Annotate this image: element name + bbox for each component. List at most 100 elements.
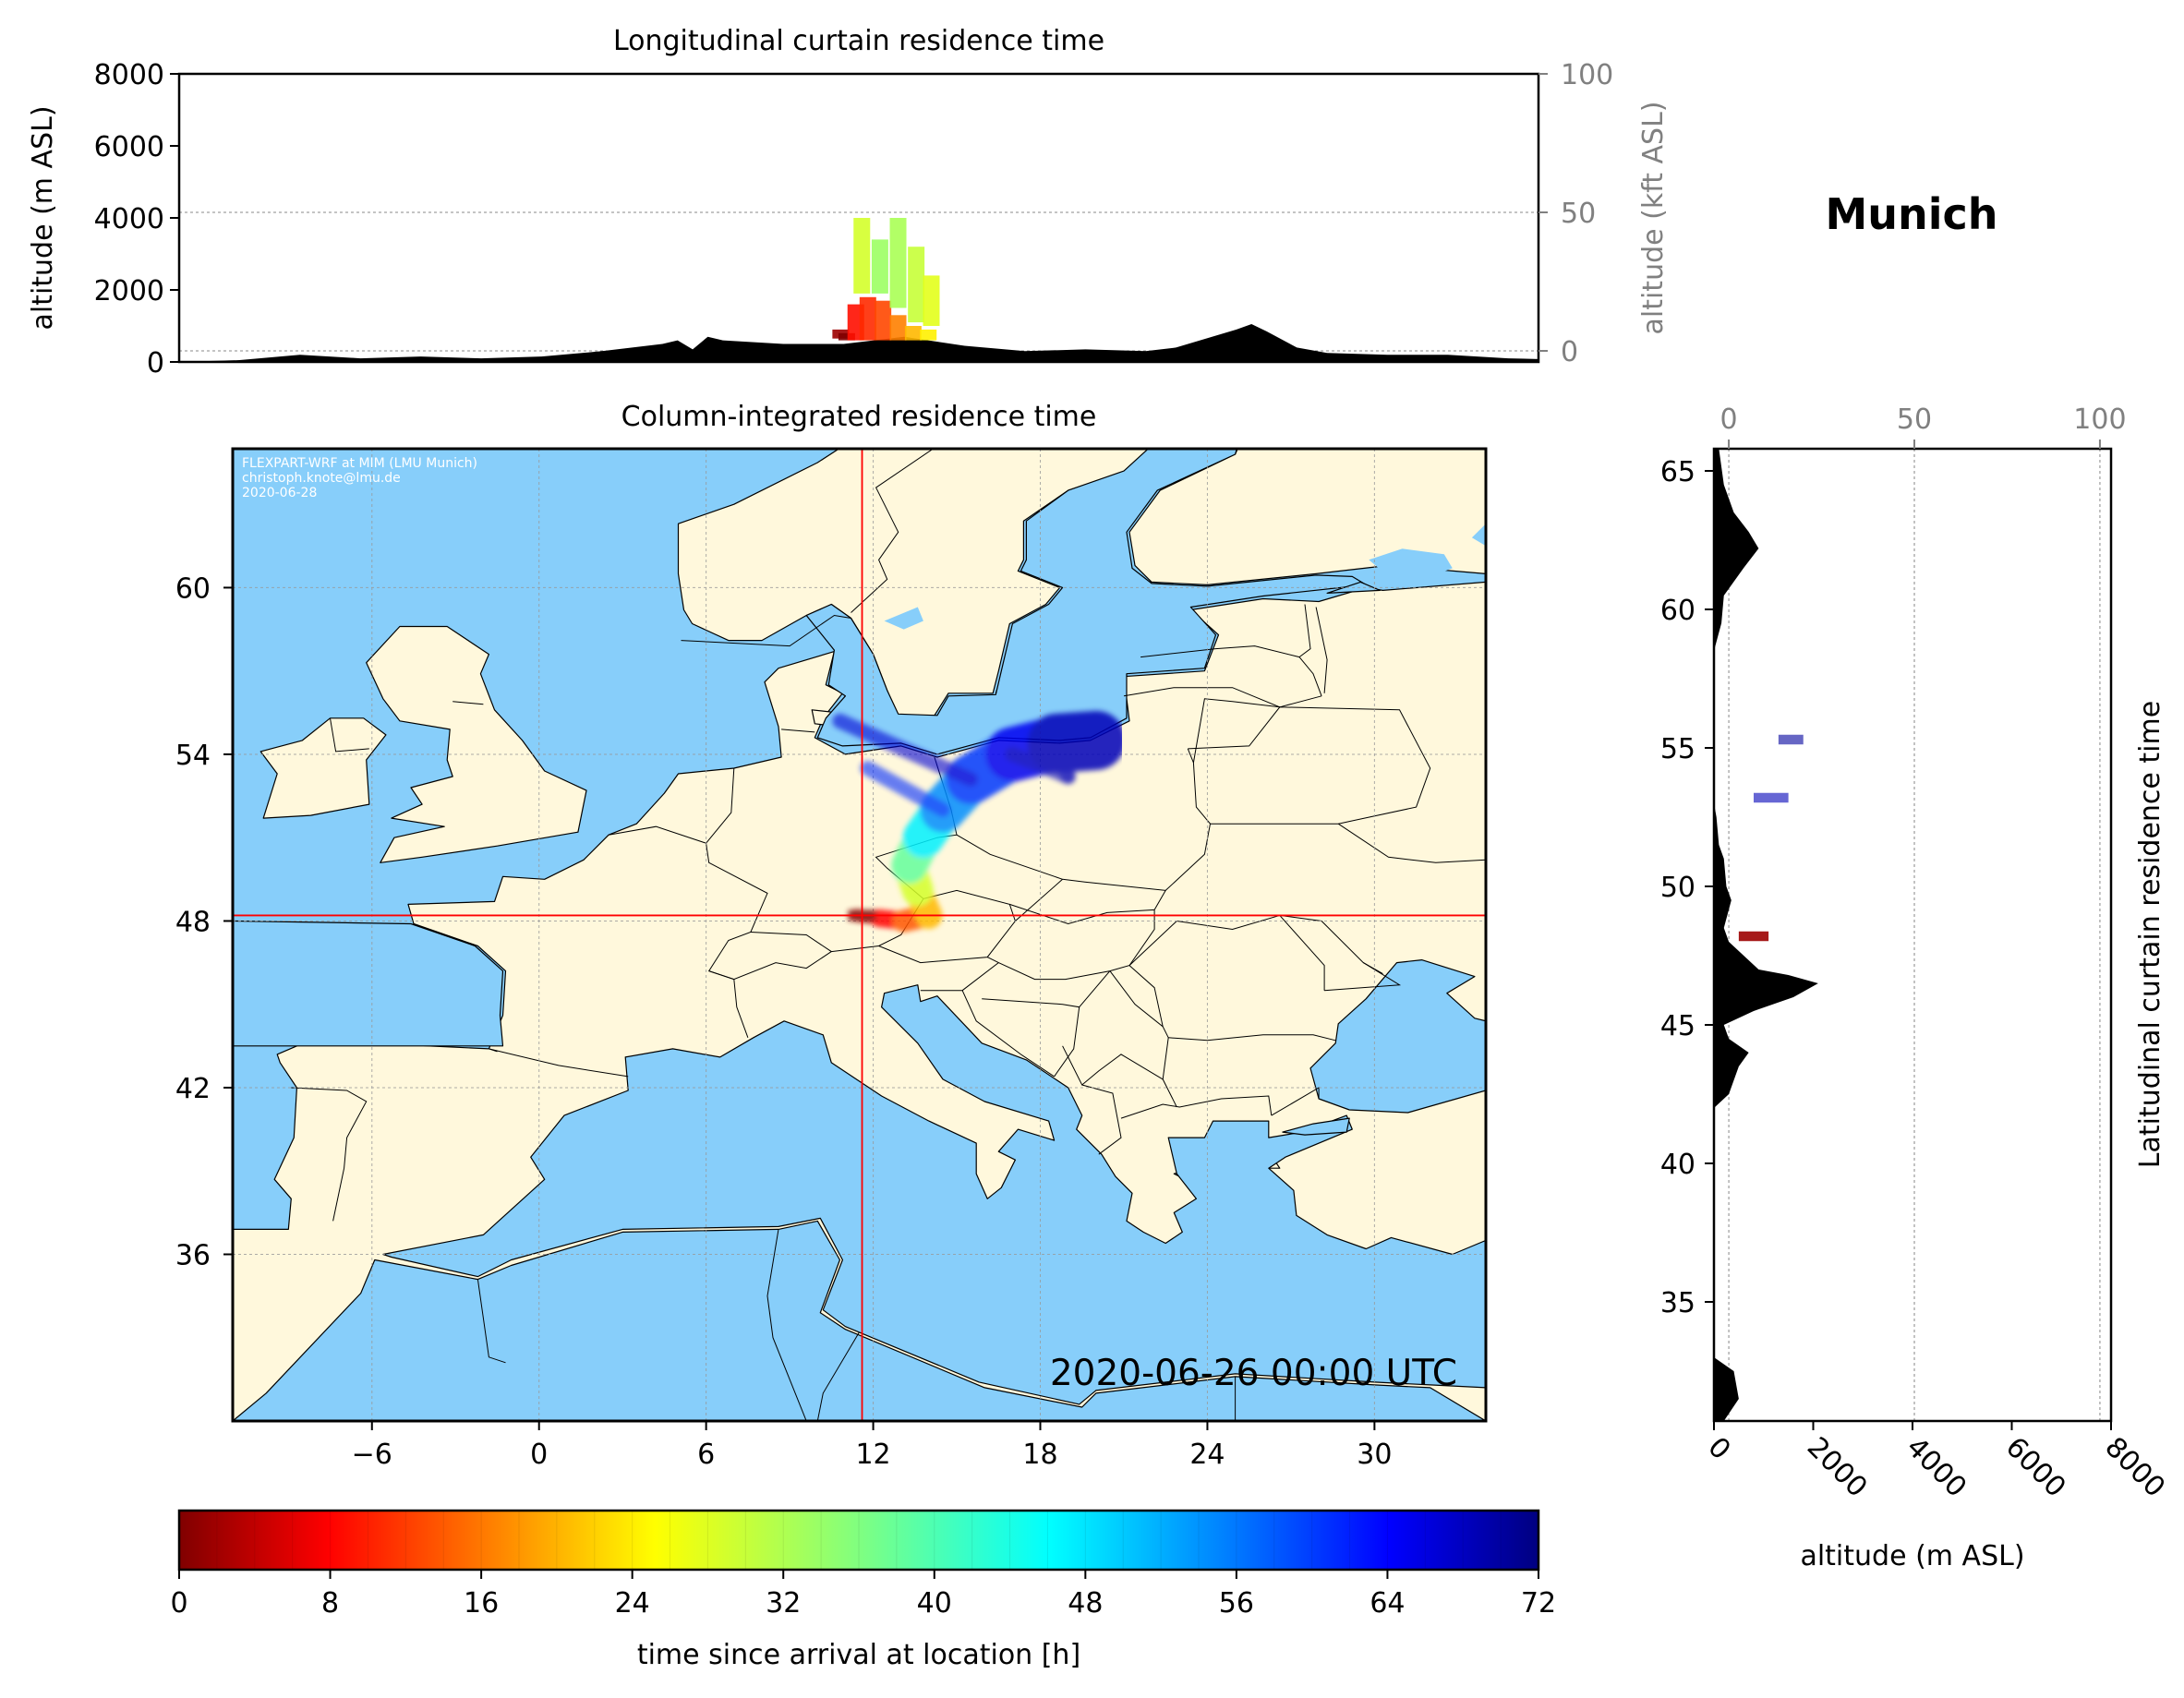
colorbar-tick-label: 24 xyxy=(615,1587,650,1620)
map-y-tick-label: 42 xyxy=(175,1073,211,1105)
country-border xyxy=(766,1229,807,1421)
country-border xyxy=(1015,878,1063,921)
longitudinal-plume-cell xyxy=(889,218,907,308)
map-frame xyxy=(231,447,1488,1423)
sea-mediterranean xyxy=(382,984,1486,1405)
country-border xyxy=(477,1279,506,1364)
colorbar-ticks: 0 8 16 24 32 40 48 56 64 72 xyxy=(170,1511,1556,1620)
sea-black-sea xyxy=(1309,959,1486,1114)
longitudinal-y-ticks: 0 2000 4000 6000 8000 xyxy=(94,59,179,379)
credit-line-1: FLEXPART-WRF at MIM (LMU Munich) xyxy=(242,456,477,471)
colorbar-tick-label: 0 xyxy=(170,1587,187,1620)
colorbar-tick-label: 48 xyxy=(1068,1587,1103,1620)
latitudinal-x-tick-label: 6000 xyxy=(1999,1431,2072,1504)
map-y-tick-label: 36 xyxy=(175,1239,211,1271)
land-great-britain xyxy=(366,625,587,863)
map-x-tick-label: 24 xyxy=(1189,1439,1225,1471)
longitudinal-curtain-title: Longitudinal curtain residence time xyxy=(613,25,1104,57)
country-border xyxy=(1201,427,1213,438)
country-border xyxy=(681,614,851,647)
latitudinal-x2-ticks: 0 50 100 xyxy=(1720,403,2127,449)
country-border xyxy=(851,449,935,613)
map-canvas: FLEXPART-WRF at MIM (LMU Munich) christo… xyxy=(233,421,1486,1421)
country-border xyxy=(1081,1084,1122,1155)
map-x-tick-label: 0 xyxy=(530,1439,548,1471)
latitudinal-y-tick-label: 35 xyxy=(1660,1287,1695,1319)
country-border xyxy=(1168,1034,1336,1042)
country-border xyxy=(1324,962,1402,992)
map-title: Column-integrated residence time xyxy=(621,401,1097,433)
country-border xyxy=(1162,1078,1177,1108)
country-border xyxy=(1337,823,1486,863)
country-border xyxy=(1128,914,1325,1027)
location-title: Munich xyxy=(1825,189,1997,239)
latitudinal-x-tick-label: 8000 xyxy=(2098,1431,2171,1504)
latitudinal-x-axis-label: altitude (m ASL) xyxy=(1800,1540,2024,1572)
country-border xyxy=(489,1048,498,1053)
country-border xyxy=(291,1087,368,1222)
latitudinal-y-tick-label: 40 xyxy=(1660,1149,1695,1181)
country-border xyxy=(961,990,1055,1078)
sea-aegean-marmara xyxy=(1282,1117,1350,1136)
map-x-tick-label: 18 xyxy=(1022,1439,1057,1471)
country-border xyxy=(781,729,815,733)
longitudinal-plume-cell xyxy=(859,296,876,341)
latitudinal-terrain xyxy=(1714,449,1818,1421)
latitudinal-y-tick-label: 45 xyxy=(1660,1010,1695,1042)
longitudinal-y2-tick-label: 0 xyxy=(1561,336,1578,368)
latitudinal-y-tick-label: 55 xyxy=(1660,733,1695,765)
country-border xyxy=(330,717,369,753)
longitudinal-plume-cell xyxy=(838,332,855,341)
country-border xyxy=(1120,1095,1273,1119)
longitudinal-y2-ticks: 0 50 100 xyxy=(1538,59,1613,368)
latitudinal-y-tick-label: 65 xyxy=(1660,456,1695,488)
longitudinal-plume-cell xyxy=(871,239,888,294)
country-border xyxy=(489,1048,629,1078)
plume-branch xyxy=(1005,746,1076,785)
country-borders xyxy=(291,421,1486,1421)
longitudinal-plume-cell xyxy=(908,247,925,323)
lake-ladoga xyxy=(1369,548,1453,583)
country-border xyxy=(816,1331,860,1421)
latitudinal-x-ticks: 0 2000 4000 6000 8000 xyxy=(1701,1421,2171,1504)
lake-onega xyxy=(1471,524,1486,547)
map-x-tick-label: −6 xyxy=(352,1439,392,1471)
latitudinal-grid xyxy=(1728,449,2101,1421)
longitudinal-curtain-panel: Longitudinal curtain residence time 0 200… xyxy=(27,25,1670,379)
latitudinal-plume-cell xyxy=(1778,734,1804,745)
country-border xyxy=(1188,706,1431,825)
longitudinal-terrain xyxy=(179,324,1538,362)
latitudinal-plume-cell xyxy=(1754,792,1789,803)
latitudinal-y-ticks: 35 40 45 50 55 60 65 xyxy=(1660,456,1714,1319)
latitudinal-x2-tick-label: 0 xyxy=(1720,403,1738,436)
longitudinal-y-tick-label: 4000 xyxy=(94,203,164,235)
latitudinal-plot-frame xyxy=(1712,447,2113,1423)
longitudinal-y2-tick-label: 100 xyxy=(1561,59,1613,91)
longitudinal-y-axis-label: altitude (m ASL) xyxy=(27,105,59,330)
colorbar-label: time since arrival at location [h] xyxy=(637,1639,1080,1671)
country-border xyxy=(1192,695,1322,764)
longitudinal-y-tick-label: 6000 xyxy=(94,131,164,163)
country-border xyxy=(956,748,1212,891)
latitudinal-x2-tick-label: 100 xyxy=(2073,403,2126,436)
map-timestamp: 2020-06-26 00:00 UTC xyxy=(1050,1353,1457,1394)
country-border xyxy=(1062,1045,1164,1086)
longitudinal-y-tick-label: 0 xyxy=(147,347,164,379)
latitudinal-x-tick-label: 2000 xyxy=(1801,1431,1874,1504)
longitudinal-plume-cell xyxy=(920,329,937,341)
longitudinal-y2-axis-label: altitude (kft ASL) xyxy=(1637,101,1670,334)
map-x-tick-label: 6 xyxy=(697,1439,715,1471)
latitudinal-x2-tick-label: 50 xyxy=(1897,403,1932,436)
latitudinal-plume-cell xyxy=(1738,931,1769,942)
credit-line-2: christoph.knote@lmu.de xyxy=(242,471,401,486)
latitudinal-terrain-area xyxy=(1714,449,1818,1421)
plume-branch xyxy=(1049,735,1076,785)
country-border xyxy=(1219,421,1347,432)
longitudinal-y-tick-label: 8000 xyxy=(94,59,164,91)
map-y-tick-label: 60 xyxy=(175,572,211,605)
latitudinal-y-tick-label: 60 xyxy=(1660,595,1695,627)
latitudinal-x-tick-label: 4000 xyxy=(1900,1431,1973,1504)
colorbar-tick-label: 72 xyxy=(1521,1587,1556,1620)
lakes xyxy=(884,524,1486,630)
